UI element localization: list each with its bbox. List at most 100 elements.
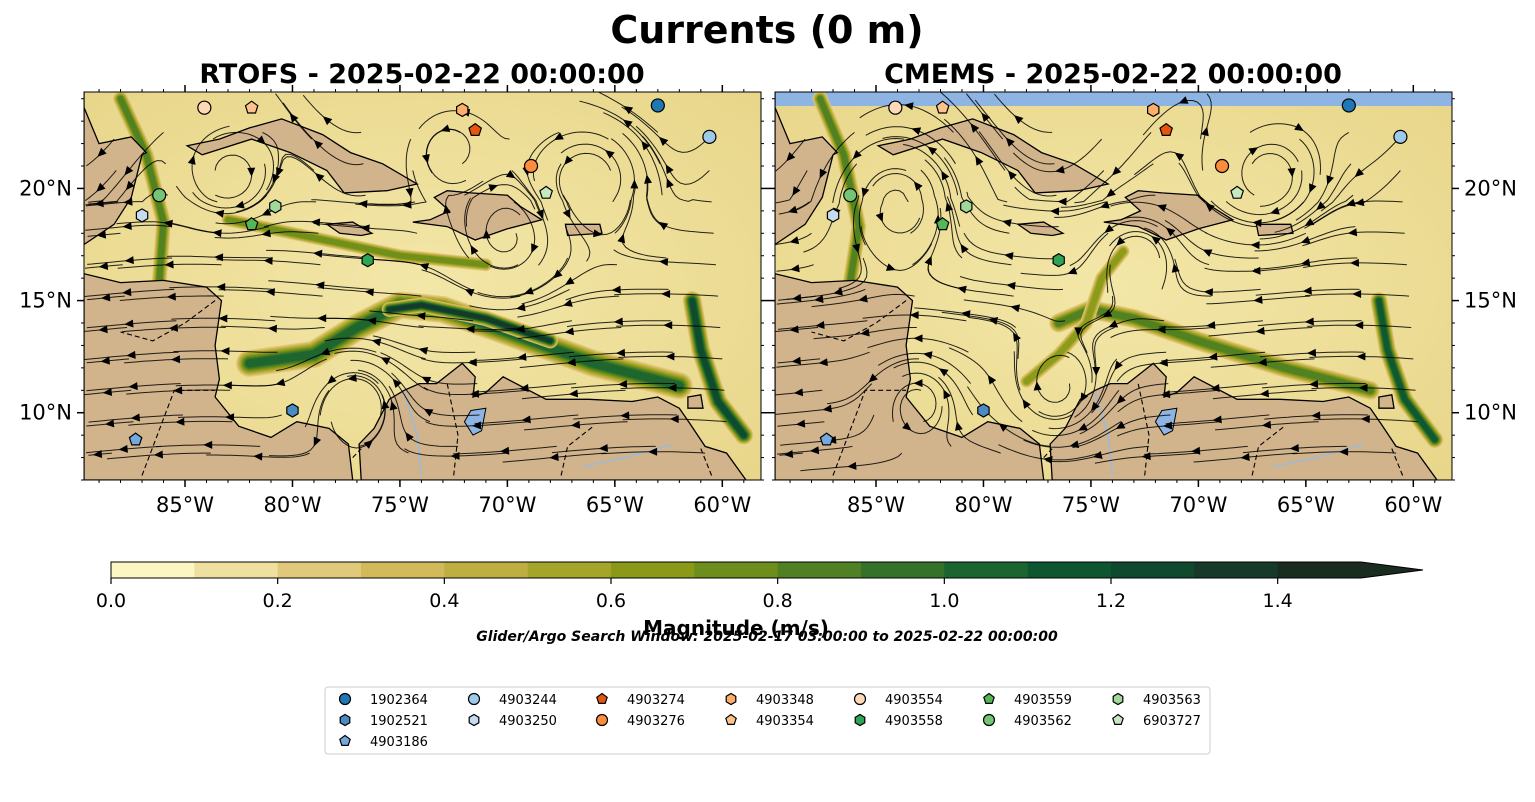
legend-marker-1902521: [339, 713, 351, 727]
legend-marker-6903727: [1112, 713, 1124, 726]
colorbar: 0.0 0.2 0.4 0.6 0.8 1.0 1.2 1.4 Magnitude (m/s): [96, 561, 1424, 640]
figure-title: Currents (0 m): [610, 8, 923, 52]
lat-tick-label: 10°N: [19, 401, 72, 425]
legend-entry-4903554: 4903554: [853, 692, 943, 708]
legend-entry-6903727: 6903727: [1112, 713, 1201, 729]
platform-marker-1902364: [650, 98, 665, 113]
platform-marker-6903727: [539, 185, 554, 199]
legend-label: 1902521: [370, 714, 428, 729]
lon-tick-label: 60°W: [693, 493, 751, 517]
legend-label: 4903276: [627, 714, 685, 729]
lat-tick-label: 20°N: [1464, 176, 1517, 200]
colorbar-ticks: 0.0 0.2 0.4 0.6 0.8 1.0 1.2 1.4: [96, 578, 1293, 612]
legend-entry-1902364: 1902364: [338, 692, 428, 708]
legend-marker-1902364: [338, 692, 352, 706]
legend-marker-4903554: [853, 692, 867, 706]
legend-label: 4903348: [756, 693, 814, 708]
colorbar-blocks: [110, 561, 1424, 579]
platform-marker-4903250: [826, 208, 840, 223]
legend-marker-4903274: [596, 692, 608, 705]
colorbar-level: [111, 562, 195, 578]
map-panel-rtofs: RTOFS - 2025-02-22 00:00:00 85°W 80°W 75°W…: [19, 59, 768, 517]
lon-tick-label: 80°W: [263, 493, 321, 517]
lon-tick-label: 70°W: [478, 493, 536, 517]
platform-markers-rtofs: [128, 98, 717, 446]
search-window-text: Glider/Argo Search Window: 2025-02-17 03…: [476, 629, 1058, 645]
colorbar-level: [527, 562, 612, 578]
platform-marker-1902364: [1341, 98, 1356, 113]
legend-entry-4903274: 4903274: [596, 692, 685, 708]
platform-marker-4903559: [244, 217, 259, 231]
colorbar-level: [1194, 562, 1279, 578]
legend-entry-4903250: 4903250: [468, 713, 557, 729]
platform-legend: 1902364 1902521 4903186 4903244 4903250 49032…: [324, 686, 1211, 755]
legend-label: 4903274: [627, 693, 685, 708]
legend-entry-4903562: 4903562: [982, 713, 1072, 729]
legend-marker-4903276: [595, 713, 609, 727]
platform-marker-4903276: [1214, 158, 1230, 174]
lat-tick-label: 15°N: [1464, 289, 1517, 313]
colorbar-level: [1111, 562, 1195, 578]
lon-tick-label: 75°W: [371, 493, 429, 517]
colorbar-level: [361, 562, 445, 578]
colorbar-level: [444, 562, 529, 578]
platform-marker-6903727: [1230, 185, 1245, 199]
map-panel-cmems: CMEMS - 2025-02-22 00:00:00 85°W 80°W 75°W…: [768, 59, 1517, 517]
lon-tick-label: 80°W: [954, 493, 1012, 517]
colorbar-tick-label: 0.8: [763, 590, 793, 612]
axis-ticks-cmems: 85°W 80°W 75°W 70°W 65°W 60°W 10°N 15°N 20°N: [768, 85, 1517, 517]
legend-entry-4903348: 4903348: [725, 692, 814, 708]
colorbar-level: [194, 562, 279, 578]
colorbar-tick-label: 0.2: [263, 590, 293, 612]
legend-label: 1902364: [370, 693, 428, 708]
lat-tick-label: 10°N: [1464, 401, 1517, 425]
legend-marker-4903559: [983, 692, 995, 705]
legend-marker-4903244: [467, 692, 481, 706]
legend-label: 4903354: [756, 714, 814, 729]
legend-label: 4903554: [885, 693, 943, 708]
platform-marker-4903186: [128, 432, 143, 446]
colorbar-extend-arrow: [1361, 562, 1423, 578]
legend-marker-4903250: [468, 713, 480, 727]
platform-marker-4903274: [468, 122, 483, 136]
platform-marker-4903558: [361, 253, 374, 268]
legend-entry-1902521: 1902521: [339, 713, 428, 729]
legend-label: 4903559: [1014, 693, 1072, 708]
platform-marker-4903559: [935, 217, 950, 231]
platform-marker-4903554: [197, 100, 212, 115]
legend-entry-4903559: 4903559: [983, 692, 1072, 708]
legend-entry-4903563: 4903563: [1112, 692, 1201, 708]
legend-label: 4903563: [1143, 693, 1201, 708]
legend-label: 6903727: [1143, 714, 1201, 729]
lat-tick-label: 20°N: [19, 176, 72, 200]
colorbar-tick-label: 0.6: [596, 590, 626, 612]
colorbar-level: [694, 562, 779, 578]
platform-markers-cmems: [819, 98, 1408, 446]
colorbar-level: [611, 562, 695, 578]
legend-marker-4903563: [1112, 692, 1124, 706]
colorbar-tick-label: 0.4: [429, 590, 459, 612]
lon-tick-label: 75°W: [1062, 493, 1120, 517]
legend-marker-4903186: [339, 734, 351, 747]
platform-marker-4903354: [935, 100, 950, 114]
legend-marker-4903348: [725, 692, 737, 706]
platform-marker-4903562: [843, 188, 858, 203]
platform-marker-4903558: [1052, 253, 1065, 268]
panel-title-rtofs: RTOFS - 2025-02-22 00:00:00: [199, 59, 644, 90]
colorbar-tick-label: 0.0: [96, 590, 126, 612]
platform-marker-4903274: [1159, 122, 1174, 136]
legend-label: 4903244: [499, 693, 557, 708]
platform-marker-4903244: [702, 129, 717, 144]
lon-tick-label: 60°W: [1384, 493, 1442, 517]
platform-marker-4903348: [456, 102, 469, 118]
platform-marker-4903276: [523, 158, 539, 174]
platform-marker-4903244: [1393, 129, 1408, 144]
legend-label: 4903562: [1014, 714, 1072, 729]
lon-tick-label: 65°W: [1277, 493, 1335, 517]
legend-marker-4903558: [854, 713, 866, 727]
colorbar-level: [1027, 562, 1112, 578]
legend-entry-4903558: 4903558: [854, 713, 943, 729]
legend-entry-4903354: 4903354: [725, 713, 814, 729]
lon-tick-label: 70°W: [1169, 493, 1227, 517]
